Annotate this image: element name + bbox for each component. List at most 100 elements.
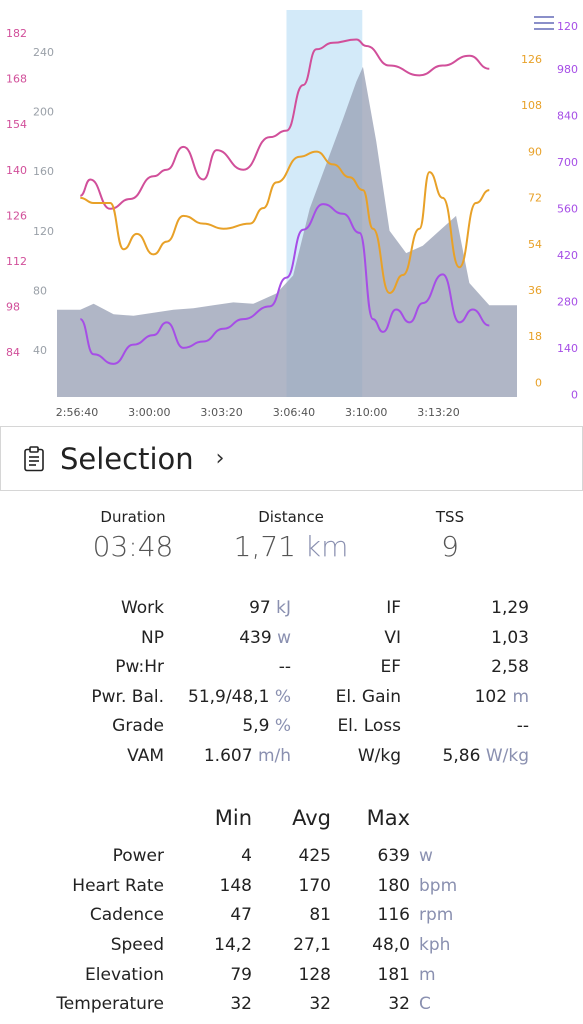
stats-label: Power bbox=[112, 846, 164, 866]
metric-value: 5,9 % bbox=[242, 716, 291, 736]
power-line bbox=[79, 203, 490, 365]
stats-row: Power 4 425 639 w bbox=[0, 846, 583, 876]
power-axis-label: 700 bbox=[557, 156, 578, 169]
stats-unit: bpm bbox=[419, 875, 458, 896]
stats-label: Cadence bbox=[89, 905, 164, 926]
metric-unit: % bbox=[274, 716, 291, 737]
distance-value-wrap: 1,71 km bbox=[211, 530, 371, 563]
duration-value: 03:48 bbox=[92, 530, 174, 563]
stats-avg: 170 bbox=[298, 875, 331, 896]
stats-label: Temperature bbox=[56, 994, 164, 1015]
metric-label: NP bbox=[141, 627, 164, 648]
stats-unit: rpm bbox=[419, 905, 454, 926]
metric-unit: W/kg bbox=[485, 745, 529, 766]
elevation-axis-label: 120 bbox=[33, 225, 54, 238]
power-axis-label: 280 bbox=[557, 296, 578, 309]
stats-avg: 27,1 bbox=[293, 935, 331, 956]
metric-number: 102 bbox=[474, 686, 508, 707]
heart-rate-line bbox=[79, 38, 490, 210]
metric-row: VAM 1.607 m/h W/kg 5,86 W/kg bbox=[0, 746, 583, 776]
metric-number: 439 bbox=[239, 627, 272, 648]
selection-title: Selection bbox=[60, 441, 194, 476]
power-axis-top-label: 120 bbox=[557, 20, 578, 33]
metric-value: 1,29 bbox=[491, 598, 529, 618]
metric-number: -- bbox=[278, 657, 291, 678]
cadence-axis-label: 72 bbox=[528, 192, 542, 205]
metric-label: IF bbox=[386, 598, 401, 618]
stats-unit: C bbox=[419, 994, 431, 1015]
metric-unit: kJ bbox=[276, 598, 291, 618]
stats-max: 639 bbox=[377, 846, 410, 866]
chevron-right-icon[interactable]: › bbox=[215, 446, 225, 471]
stats-row: Speed 14,2 27,1 48,0 kph bbox=[0, 935, 583, 965]
metric-number: -- bbox=[516, 716, 529, 737]
metric-number: 5,9 bbox=[242, 716, 270, 737]
stats-max: 32 bbox=[388, 994, 410, 1015]
stats-unit: m bbox=[419, 964, 436, 985]
metric-number: 1,29 bbox=[491, 598, 529, 618]
metric-value: 439 w bbox=[239, 628, 291, 648]
metric-unit: w bbox=[277, 627, 291, 648]
metric-value: -- bbox=[517, 716, 529, 736]
stats-header-row: Min Avg Max bbox=[0, 806, 583, 846]
metrics-table: Work 97 kJ IF 1,29 NP 439 w VI 1,03 Pw:Hr -- EF 2,5… bbox=[0, 598, 583, 776]
cadence-axis-label: 18 bbox=[528, 330, 542, 343]
metric-unit: % bbox=[274, 686, 291, 707]
metric-value: 5,86 W/kg bbox=[443, 746, 529, 766]
stats-max: 181 bbox=[377, 964, 410, 985]
elevation-axis-label: 160 bbox=[33, 165, 54, 178]
stats-min: 32 bbox=[230, 994, 252, 1015]
selection-summary: Duration 03:48 Distance 1,71 km TSS 9 bbox=[0, 508, 583, 568]
hr-axis-label: 154 bbox=[6, 118, 27, 131]
power-axis-label: 140 bbox=[557, 342, 578, 355]
clipboard-icon bbox=[24, 445, 44, 471]
time-axis-label: 3:00:00 bbox=[128, 406, 170, 419]
metric-value: 51,9/48,1 % bbox=[188, 687, 291, 707]
cadence-line bbox=[80, 150, 490, 295]
activity-chart[interactable]: 182 168 154 140 126 112 98 84 240 200 160 120 80 40 12… bbox=[0, 0, 583, 425]
metric-label: VAM bbox=[127, 745, 164, 766]
tss-value: 9 bbox=[441, 530, 459, 563]
time-axis-label: 3:03:20 bbox=[200, 406, 242, 419]
stats-avg: 128 bbox=[298, 964, 331, 985]
metric-value: -- bbox=[279, 657, 291, 677]
time-axis-label: 3:10:00 bbox=[345, 406, 387, 419]
hr-axis-label: 98 bbox=[6, 301, 20, 314]
metric-unit: m bbox=[512, 686, 529, 707]
metric-label: Pw:Hr bbox=[115, 657, 164, 678]
cadence-axis-label: 0 bbox=[535, 376, 542, 389]
distance-unit: km bbox=[304, 530, 349, 563]
metric-row: Grade 5,9 % El. Loss -- bbox=[0, 716, 583, 746]
stats-header-avg: Avg bbox=[292, 806, 331, 830]
stats-min: 4 bbox=[241, 846, 252, 866]
metric-label: W/kg bbox=[357, 745, 401, 766]
hr-axis-label: 140 bbox=[6, 164, 27, 177]
chart-menu-icon[interactable] bbox=[534, 16, 554, 32]
duration-label: Duration bbox=[100, 508, 166, 526]
time-axis-label: 3:06:40 bbox=[273, 406, 315, 419]
metric-unit: m/h bbox=[257, 745, 291, 766]
stats-row: Elevation 79 128 181 m bbox=[0, 965, 583, 995]
metric-value: 2,58 bbox=[491, 657, 529, 677]
metric-label: Work bbox=[120, 598, 164, 618]
metric-number: 1,03 bbox=[491, 627, 529, 648]
metric-label: Pwr. Bal. bbox=[91, 686, 164, 707]
stats-unit: kph bbox=[419, 935, 451, 956]
metric-row: Work 97 kJ IF 1,29 bbox=[0, 598, 583, 628]
stats-label: Elevation bbox=[85, 964, 164, 985]
cadence-axis-label: 126 bbox=[521, 53, 542, 66]
metric-value: 1.607 m/h bbox=[204, 746, 291, 766]
stats-unit: w bbox=[419, 846, 433, 866]
time-axis-label: 2:56:40 bbox=[56, 406, 98, 419]
metric-value: 97 kJ bbox=[249, 598, 291, 618]
power-axis-label: 980 bbox=[557, 63, 578, 76]
stats-avg: 425 bbox=[298, 846, 331, 866]
activity-chart-svg[interactable]: 182 168 154 140 126 112 98 84 240 200 160 120 80 40 12… bbox=[0, 0, 583, 425]
stats-row: Heart Rate 148 170 180 bpm bbox=[0, 876, 583, 906]
metric-value: 1,03 bbox=[491, 628, 529, 648]
elevation-axis-label: 80 bbox=[33, 284, 47, 297]
metric-label: Grade bbox=[112, 716, 164, 737]
selection-header[interactable]: Selection › bbox=[0, 426, 583, 491]
stats-max: 180 bbox=[377, 875, 410, 896]
stats-header-max: Max bbox=[366, 806, 410, 830]
